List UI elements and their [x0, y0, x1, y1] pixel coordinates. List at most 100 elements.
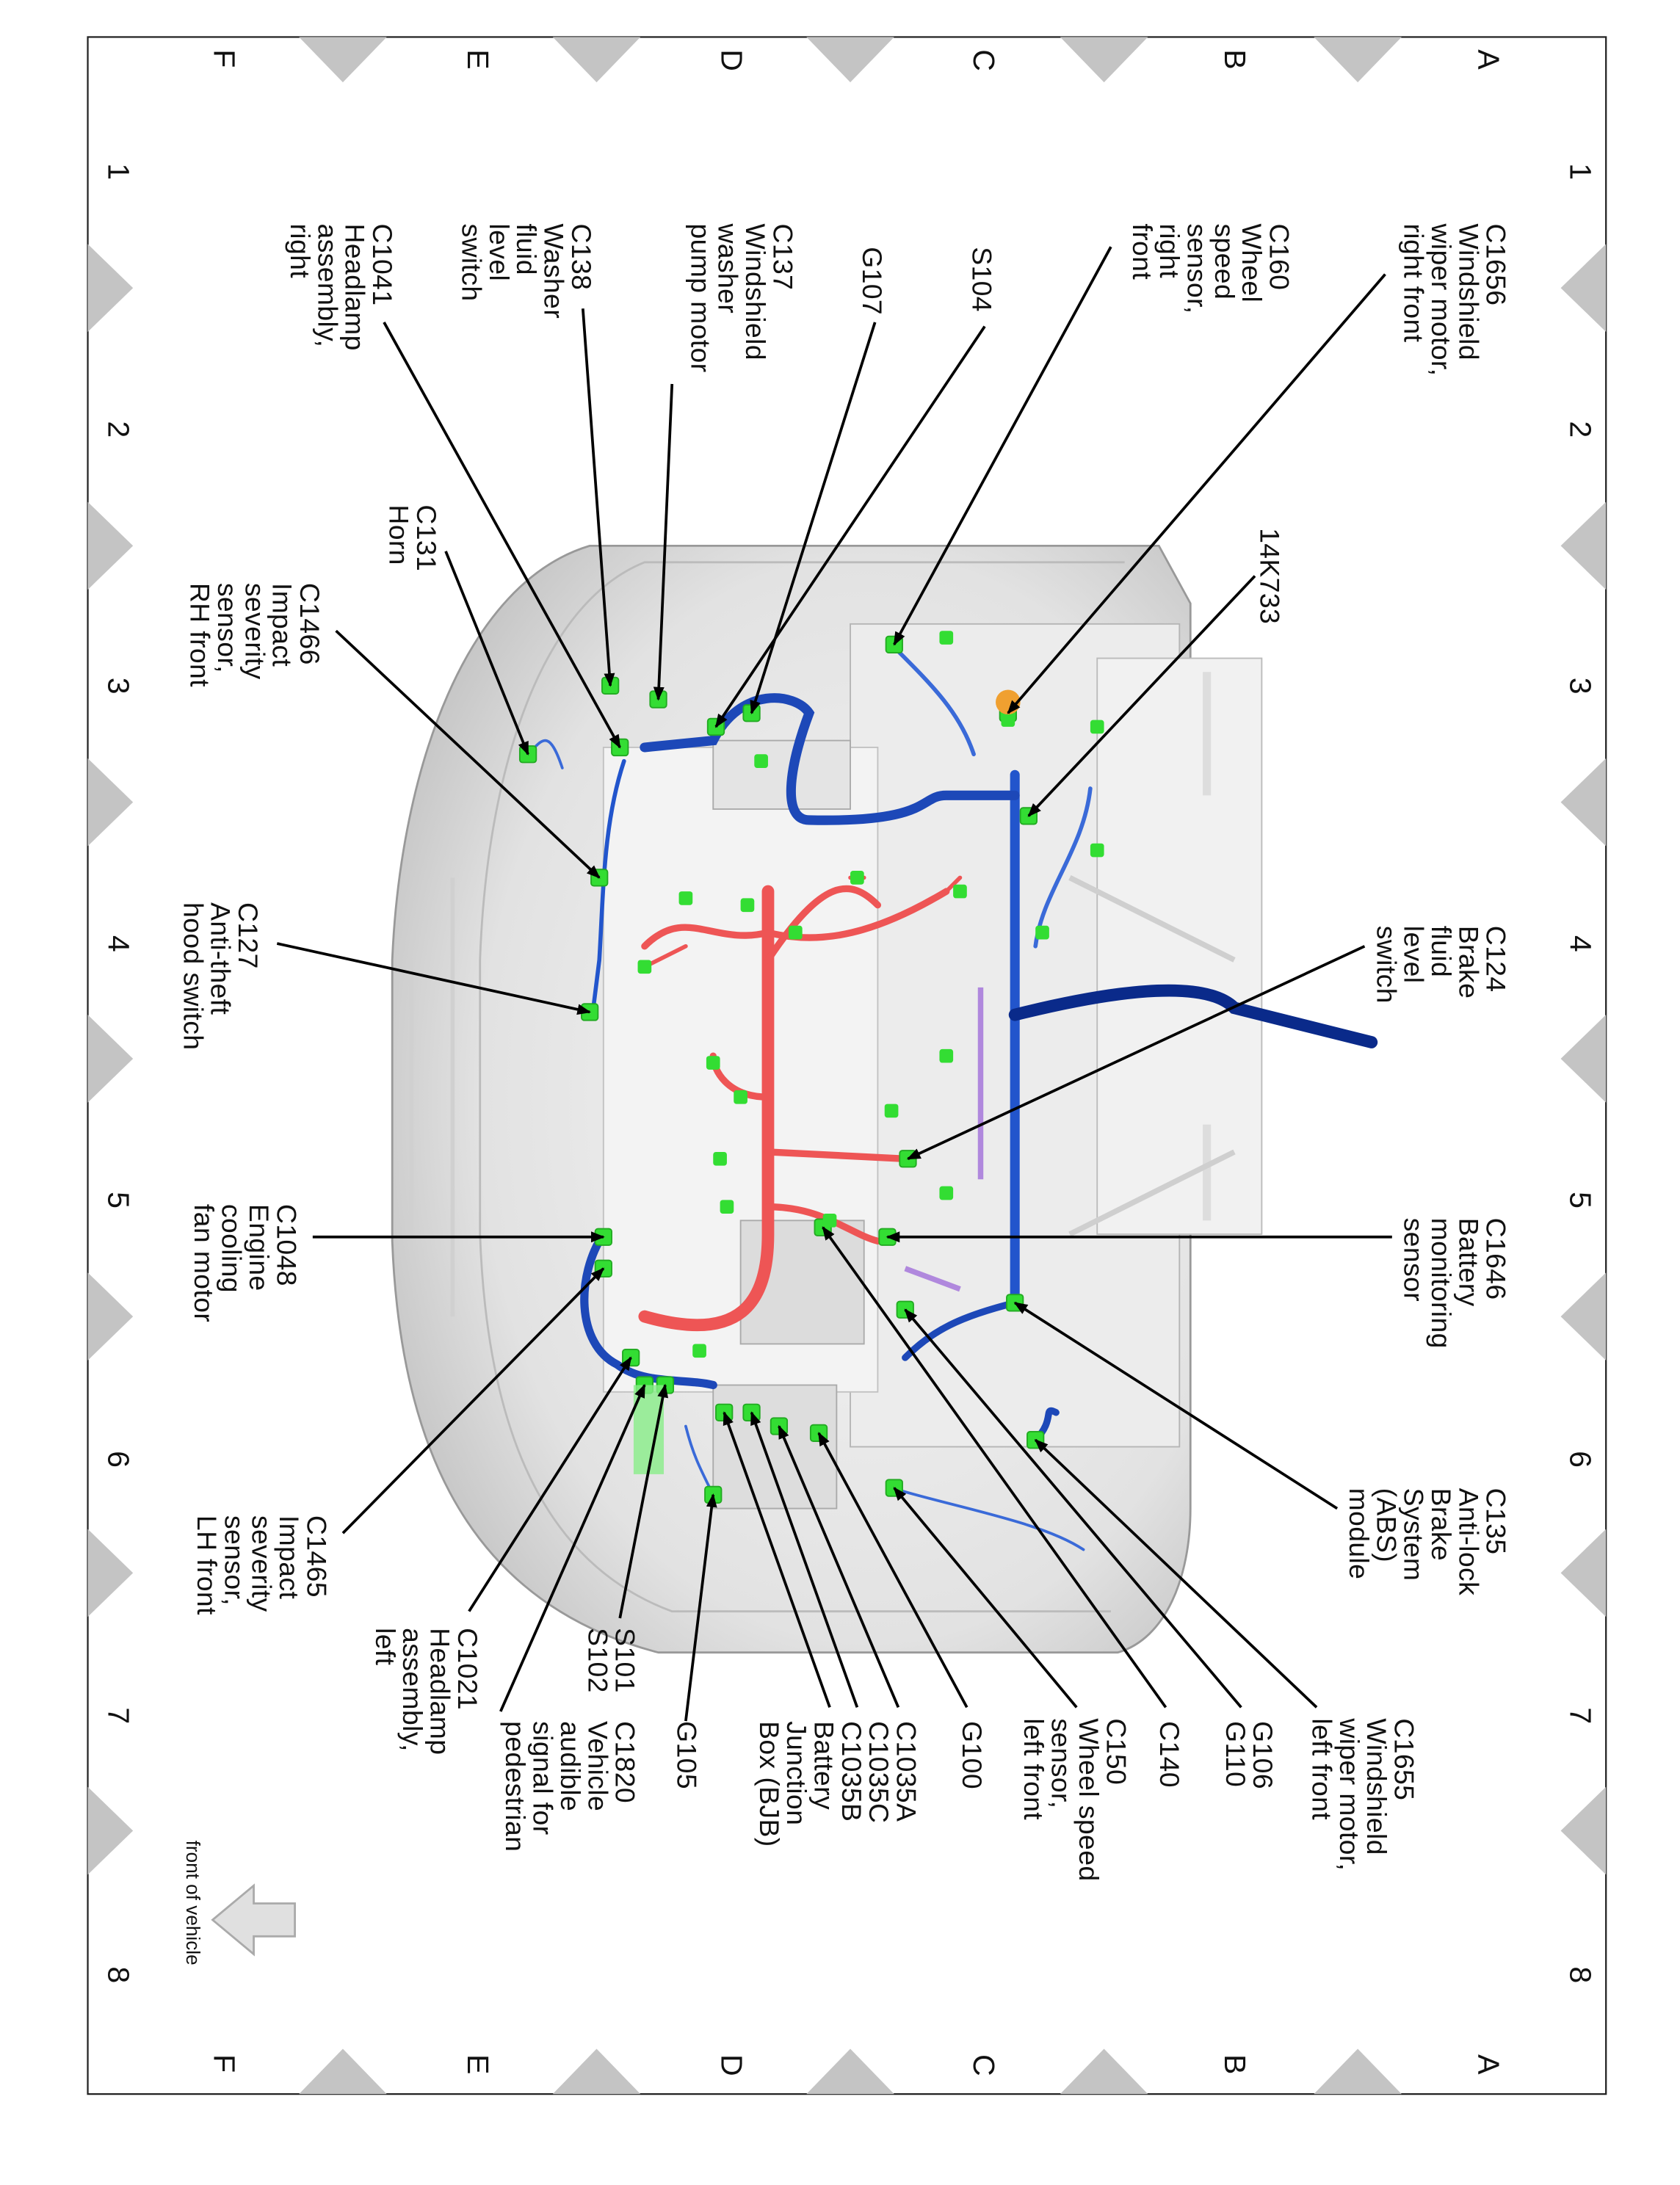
grid-column-number: 7	[101, 1707, 136, 1725]
front-of-vehicle-label: front of vehicle	[182, 1840, 205, 1965]
leader-line	[383, 322, 621, 749]
grid-marker-triangle	[1560, 1272, 1607, 1360]
leader-line	[444, 551, 529, 756]
connector-icon	[637, 960, 652, 974]
callout-label-c1656: C1656 Windshield wiper motor, right fron…	[1397, 223, 1510, 377]
leader-line	[906, 945, 1366, 1160]
connector-icon	[850, 871, 864, 885]
grid-row-letter: C	[966, 49, 1002, 71]
harness-purple	[904, 987, 984, 1292]
callout-label-c131: C131 Horn	[383, 504, 441, 572]
grid-marker-triangle	[1560, 758, 1607, 847]
harness-red	[638, 875, 963, 1332]
grid-marker-triangle	[1560, 1529, 1607, 1617]
connector-icon	[1090, 843, 1104, 858]
callout-label-g107: G107	[855, 247, 886, 316]
leader-line	[618, 1383, 669, 1619]
arrow-up-icon	[211, 1883, 296, 1957]
grid-marker-triangle	[1560, 1786, 1607, 1875]
grid-marker-triangle	[87, 1015, 134, 1103]
grid-marker-triangle	[1560, 501, 1607, 590]
connector-icon	[678, 891, 693, 905]
grid-column-number: 2	[101, 421, 136, 438]
grid-markers	[87, 37, 1607, 2095]
connector-icon	[953, 884, 967, 899]
connector-icon	[740, 898, 755, 913]
connector-icon	[939, 1048, 954, 1063]
callout-label-c1655: C1655 Windshield wiper motor, left front	[1306, 1718, 1419, 1871]
grid-column-number: 6	[101, 1451, 136, 1468]
connector-icon	[822, 1214, 837, 1228]
callout-label-c124: C124 Brake fluid level switch	[1369, 925, 1510, 1004]
grid-column-number: 3	[101, 677, 136, 695]
callout-label-c135: C135 Anti-lock Brake System (ABS) module	[1342, 1488, 1510, 1596]
connector-icon	[1035, 925, 1049, 940]
leader-line	[778, 1424, 900, 1708]
callout-label-c160: C160 Wheel speed sensor, right front	[1126, 223, 1294, 314]
connector-icon	[734, 1090, 747, 1104]
grid-row-letter: D	[714, 2054, 749, 2076]
callout-label-c1465: C1465 Impact severity sensor, LH front	[190, 1515, 331, 1615]
grid-marker-triangle	[1314, 37, 1402, 83]
grid-marker-triangle	[806, 37, 894, 83]
leader-line	[904, 1308, 1242, 1708]
grid-column-number: 5	[101, 1192, 136, 1209]
grid-row-letter: E	[460, 49, 496, 70]
grid-marker-triangle	[87, 1272, 134, 1360]
connector-icon	[884, 1104, 899, 1118]
leader-line	[723, 1411, 831, 1708]
grid-row-letter: A	[1471, 49, 1506, 70]
grid-row-letter: F	[207, 49, 242, 68]
connector-icon	[518, 745, 537, 764]
leader-line	[1027, 575, 1256, 817]
grid-marker-triangle	[1060, 37, 1148, 83]
grid-row-letter: A	[1471, 2054, 1506, 2075]
grid-column-number: 8	[101, 1966, 136, 1984]
callout-label-c150: C150 Wheel speed sensor, left front	[1017, 1718, 1131, 1882]
grid-marker-triangle	[87, 758, 134, 847]
grid-marker-triangle	[87, 501, 134, 590]
connector-icon	[611, 738, 629, 757]
leader-line	[893, 246, 1112, 646]
grid-marker-triangle	[87, 1529, 134, 1617]
grid-column-number: 4	[101, 935, 136, 952]
leader-line	[276, 942, 591, 1015]
leader-line	[714, 325, 986, 728]
leader-line	[468, 1356, 632, 1612]
callout-label-c1466: C1466 Impact severity sensor, RH front	[184, 582, 324, 687]
grid-marker-triangle	[1560, 244, 1607, 333]
grid-row-letter: B	[1217, 2054, 1253, 2075]
connector-icon	[788, 925, 803, 940]
grid-column-number: 7	[1563, 1707, 1598, 1725]
leader-line	[822, 1226, 1167, 1708]
grid-marker-triangle	[87, 1786, 134, 1875]
callout-label-c1021: C1021 Headlamp assembly, left	[369, 1628, 482, 1755]
leader-line	[893, 1487, 1078, 1708]
grid-column-number: 8	[1563, 1966, 1598, 1984]
leader-line	[684, 1493, 717, 1722]
leader-line	[750, 322, 877, 715]
connector-icon	[939, 631, 954, 645]
leader-line	[1013, 1301, 1339, 1510]
grid-marker-triangle	[299, 37, 387, 83]
grid-column-number: 6	[1563, 1451, 1598, 1468]
grid-marker-triangle	[299, 2048, 387, 2095]
leader-line	[1007, 273, 1386, 714]
grid-column-number: 3	[1563, 677, 1598, 695]
connector-icon	[1001, 713, 1015, 727]
leader-line	[341, 1267, 605, 1534]
callout-label-g100: G100	[955, 1721, 986, 1789]
grid-marker-triangle	[552, 2048, 641, 2095]
leader-line	[817, 1432, 968, 1708]
callout-label-c127: C127 Anti-theft hood switch	[176, 902, 262, 1051]
callout-label-c1646: C1646 Battery monitoring sensor	[1397, 1217, 1510, 1349]
grid-marker-triangle	[1560, 1015, 1607, 1103]
grid-column-number: 1	[1563, 163, 1598, 181]
callout-label-c137: C137 Windshield washer pump motor	[684, 223, 797, 373]
grid-marker-triangle	[1060, 2048, 1148, 2095]
callout-label-g105: G105	[670, 1721, 701, 1789]
callout-label-c138: C138 Washer fluid level switch	[455, 223, 595, 319]
grid-marker-triangle	[1314, 2048, 1402, 2095]
callout-label-c1048: C1048 Engine cooling fan motor	[187, 1203, 301, 1323]
